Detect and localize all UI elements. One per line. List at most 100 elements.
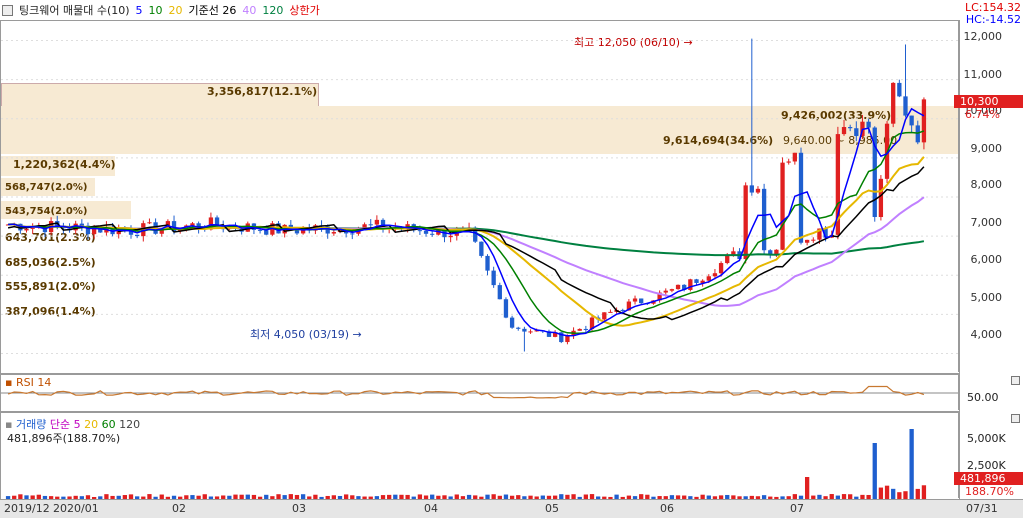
volume-bar: [694, 496, 699, 499]
candle-body: [854, 128, 859, 137]
volume-bar: [743, 496, 748, 499]
candle-body: [208, 217, 214, 230]
volume-pane[interactable]: ▪ 거래량 단순 5 20 60 120 481,896주(188.70%): [0, 412, 960, 500]
volume-bar: [190, 495, 195, 499]
volume-current-badge: 481,896: [954, 472, 1023, 485]
candle-body: [147, 222, 152, 224]
rsi-pane[interactable]: ▪ RSI 14: [0, 374, 960, 412]
volume-bar: [528, 495, 533, 499]
volume-bar: [411, 496, 416, 499]
volume-bar: [454, 494, 459, 499]
volume-bar: [497, 495, 502, 499]
volume-bar: [208, 496, 214, 499]
volume-profile-bar: [1, 201, 131, 219]
candle-body: [725, 255, 730, 264]
collapse-icon[interactable]: [1011, 376, 1020, 385]
date-tick: 2019/12: [4, 502, 50, 515]
candle-body: [448, 235, 453, 238]
volume-bar: [135, 496, 140, 499]
price-chart[interactable]: [1, 21, 959, 373]
collapse-icon[interactable]: [1011, 414, 1020, 423]
volume-bar: [725, 494, 730, 499]
candle-body: [639, 298, 644, 304]
candle-body: [718, 263, 724, 274]
volume-bar: [442, 495, 447, 499]
volume-bar: [608, 496, 613, 499]
ma20-line: [8, 156, 925, 327]
volume-bar: [331, 495, 336, 499]
volume-bar: [479, 496, 484, 499]
price-tick: 6,000: [970, 253, 1003, 266]
candle-body: [257, 229, 263, 231]
volume-bar: [300, 494, 306, 499]
volume-bar: [380, 495, 386, 499]
volume-bar: [18, 494, 23, 499]
candle-body: [85, 225, 91, 235]
volume-profile-label: 643,701(2.3%): [5, 231, 96, 244]
volume-bar: [559, 494, 564, 499]
volume-bar: [884, 485, 890, 499]
volume-bar: [657, 496, 662, 499]
volume-bar: [792, 494, 797, 499]
volume-profile-label: 555,891(2.0%): [5, 280, 96, 293]
price-tick: 8,000: [970, 178, 1003, 191]
volume-bar: [921, 485, 927, 499]
volume-bar: [343, 494, 349, 499]
ma-label: 120: [262, 4, 284, 17]
price-pane[interactable]: 3,356,817(12.1%) 9,426,002(33.9%) 9,614,…: [0, 20, 960, 374]
volume-bar: [872, 443, 877, 499]
ma-label: 기준선 26: [188, 4, 237, 17]
candle-body: [190, 223, 195, 226]
candle-body: [417, 230, 423, 232]
volume-bar: [282, 495, 287, 499]
volume-profile-label: 543,754(2.0%): [5, 206, 88, 217]
volume-axis: 5,000K 2,500K 481,896 188.70%: [954, 412, 1023, 498]
candle-body: [264, 230, 269, 235]
candle-body: [921, 99, 927, 143]
ma-label: 20: [168, 4, 183, 17]
candle-body: [731, 251, 736, 256]
volume-current-pct: 188.70%: [965, 485, 1014, 498]
volume-bar: [245, 494, 250, 499]
candle-body: [196, 223, 201, 229]
candle-body: [915, 125, 920, 143]
candle-body: [546, 331, 552, 337]
candle-body: [325, 226, 330, 234]
volume-bar: [602, 496, 607, 499]
chart-header: 팅크웨어 매물대 수(10) 5 10 20 기준선 26 40 120 상한가: [2, 2, 326, 18]
volume-bar: [835, 495, 841, 499]
price-tick: 11,000: [963, 68, 1003, 81]
volume-bar: [165, 496, 171, 499]
candle-body: [497, 285, 502, 300]
candle-body: [503, 299, 509, 318]
candle-body: [620, 309, 625, 311]
rsi-chart[interactable]: [1, 375, 959, 411]
candle-body: [866, 121, 871, 128]
menu-icon[interactable]: [2, 4, 13, 16]
volume-bar: [12, 495, 17, 499]
volume-bar: [706, 495, 711, 499]
volume-bar: [436, 495, 441, 499]
price-axis: 12,000 11,000 10,000 9,000 8,000 7,000 6…: [954, 20, 1023, 372]
volume-bar: [774, 496, 779, 499]
volume-bar: [466, 494, 472, 499]
volume-bar: [122, 495, 128, 499]
volume-chart[interactable]: [1, 413, 959, 499]
volume-bar: [147, 494, 152, 499]
date-tick: 02: [172, 502, 186, 515]
volume-ma-label: 120: [115, 418, 141, 431]
candle-body: [368, 224, 373, 226]
candle-body: [657, 292, 662, 301]
rsi-axis: 50.00: [958, 374, 1023, 410]
candle-body: [491, 270, 496, 286]
volume-bar: [552, 495, 558, 499]
volume-ma-label: 20: [80, 418, 99, 431]
volume-bar: [319, 496, 324, 499]
range-annotation: 9,640.00 ~ 8,985.00: [783, 134, 898, 147]
volume-bar: [583, 494, 589, 499]
volume-bar: [540, 495, 545, 499]
candle-body: [804, 239, 810, 243]
volume-bar: [897, 492, 902, 499]
volume-tick: 2,500K: [967, 459, 1006, 472]
candle-body: [786, 161, 791, 163]
